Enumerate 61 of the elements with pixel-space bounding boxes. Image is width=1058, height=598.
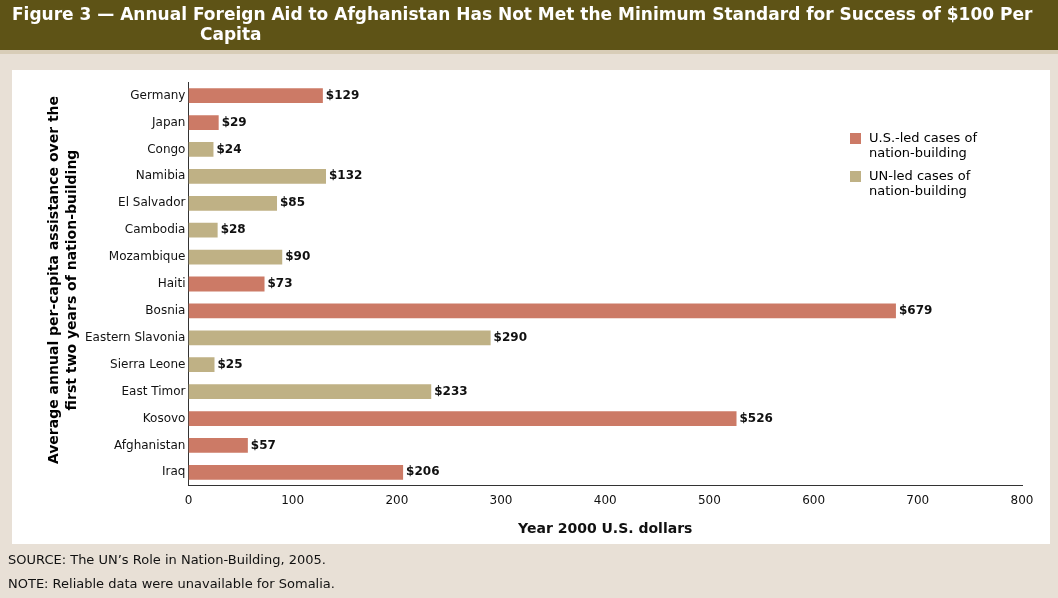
source-note: SOURCE: The UN’s Role in Nation-Building, 2005. <box>8 551 327 569</box>
y-tick-label: Japan <box>150 114 186 129</box>
bar <box>188 115 219 130</box>
data-label: $679 <box>898 303 933 318</box>
x-tick-label: 300 <box>489 493 513 508</box>
data-label: $129 <box>325 87 360 102</box>
y-tick-label: Mozambique <box>108 249 186 264</box>
bar <box>188 195 278 211</box>
data-label: $24 <box>216 141 242 156</box>
x-tick-label: 100 <box>281 493 305 508</box>
bar <box>188 88 323 104</box>
chart-title: Figure 3 — Annual Foreign Aid to Afghanistan Has Not Met the Minimum Standard for Success of $100 Per Capita <box>12 4 1034 44</box>
x-tick-label: 200 <box>385 493 409 508</box>
bar <box>188 142 214 157</box>
bar <box>188 303 896 319</box>
x-tick-label: 600 <box>802 493 826 508</box>
y-axis-title: Average annual per-capita assistance over the first two years of nation-building <box>44 94 80 467</box>
y-tick-label: Eastern Slavonia <box>84 329 186 344</box>
bar <box>188 249 283 265</box>
y-tick-label: Sierra Leone <box>110 356 186 371</box>
bar <box>188 411 737 426</box>
data-label: $526 <box>739 410 773 425</box>
data-label: $233 <box>434 383 468 398</box>
data-label: $206 <box>406 464 440 479</box>
y-tick-label: Iraq <box>162 464 186 479</box>
data-label: $290 <box>493 329 528 344</box>
bar <box>188 168 326 184</box>
data-label: $25 <box>217 356 243 371</box>
data-label: $90 <box>285 249 311 264</box>
data-label: $73 <box>267 276 293 291</box>
y-tick-label: Afghanistan <box>114 437 186 452</box>
bar <box>188 222 218 238</box>
bar <box>188 464 404 480</box>
y-tick-label: Bosnia <box>145 303 186 318</box>
legend-label: U.S.-led cases of nation-building <box>869 130 979 160</box>
y-tick-label: Kosovo <box>142 410 186 425</box>
bar <box>188 384 432 400</box>
bar <box>188 330 491 346</box>
text: NOTE: Reliable data were unavailable for Somalia. <box>8 575 335 593</box>
y-tick-label: Cambodia <box>124 222 186 237</box>
data-label: $132 <box>328 168 363 183</box>
x-tick-label: 0 <box>184 493 193 508</box>
x-tick-label: 800 <box>1010 493 1034 508</box>
bar <box>188 438 248 453</box>
y-tick-label: Haiti <box>157 276 186 291</box>
data-label: $28 <box>220 222 246 237</box>
x-tick-label: 400 <box>593 493 617 508</box>
data-label: $85 <box>280 195 306 210</box>
y-tick-label: El Salvador <box>118 195 186 210</box>
x-axis-title: Year 2000 U.S. dollars <box>517 520 693 537</box>
legend-label: UN-led cases of nation-building <box>869 168 972 198</box>
x-tick-label: 700 <box>906 493 930 508</box>
bar <box>188 357 215 373</box>
data-label: $29 <box>221 114 247 129</box>
y-tick-label: Germany <box>130 87 186 102</box>
bar <box>188 276 265 292</box>
y-tick-label: Congo <box>147 141 186 156</box>
data-label: $57 <box>250 437 276 452</box>
x-tick-label: 500 <box>697 493 721 508</box>
y-tick-label: East Timor <box>121 383 186 398</box>
y-tick-label: Namibia <box>135 168 186 183</box>
